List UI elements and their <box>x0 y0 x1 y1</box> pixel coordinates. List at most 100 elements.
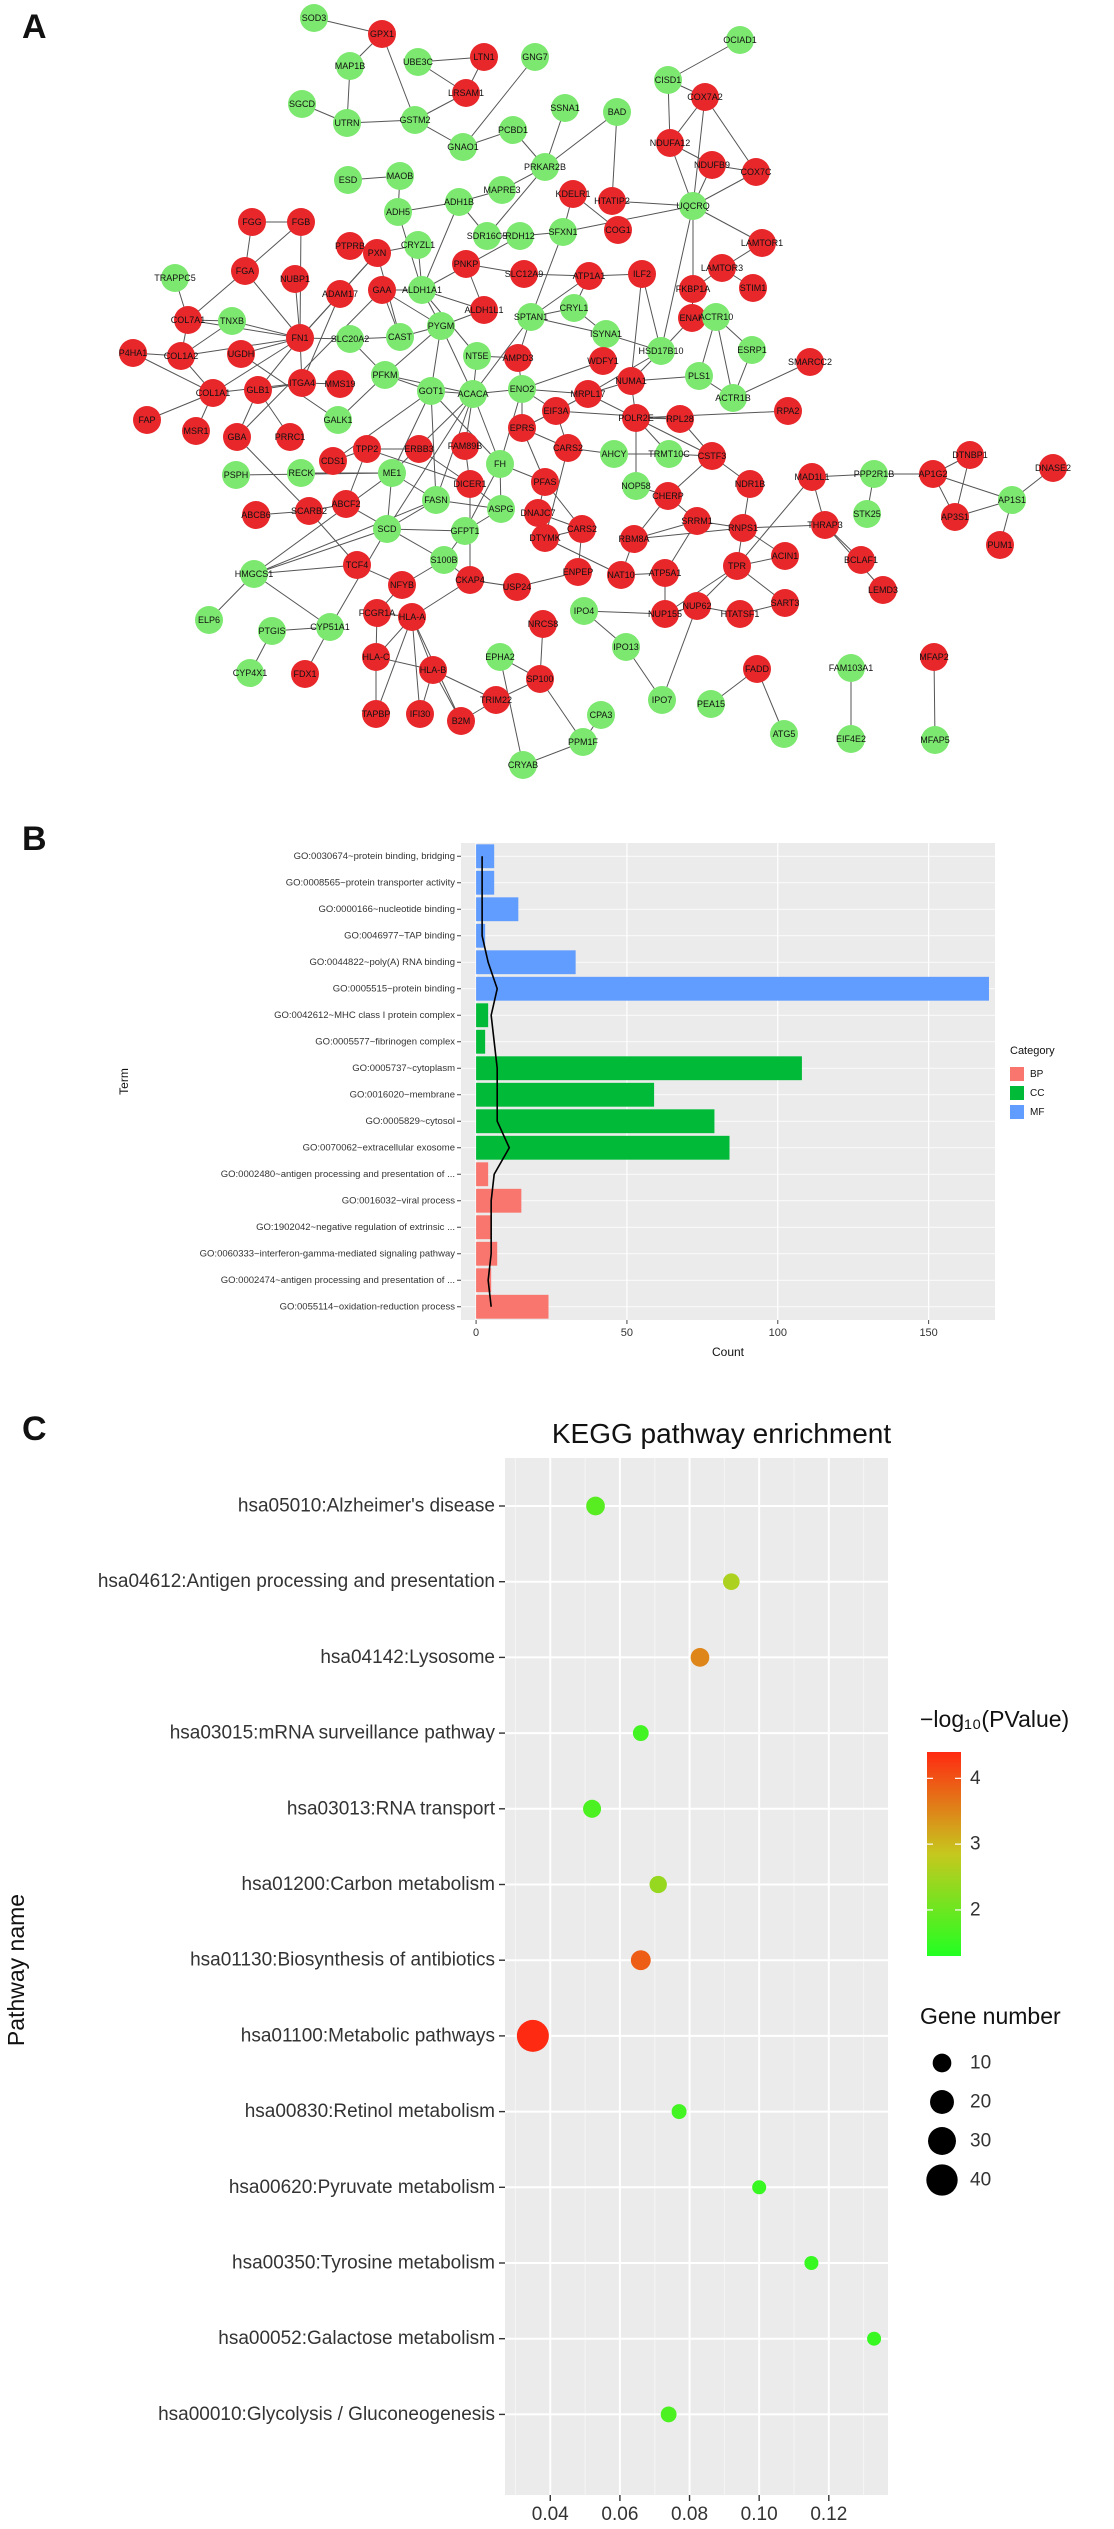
edge-col1a1-fn1 <box>212 337 301 394</box>
node-circle <box>459 380 487 408</box>
go-term-label: GO:0016020~membrane <box>350 1089 455 1100</box>
node-msr1: MSR1 <box>182 417 210 445</box>
node-label: NUMA1 <box>615 376 647 386</box>
node-ilf2: ILF2 <box>628 260 656 288</box>
node-trmt10c: TRMT10C <box>648 440 690 468</box>
node-cog1: COG1 <box>604 216 632 244</box>
node-label: SDR16C5 <box>467 231 508 241</box>
node-label: MSR1 <box>183 426 208 436</box>
node-label: FDX1 <box>293 669 316 679</box>
node-label: SGCD <box>289 99 316 109</box>
node-label: ADH5 <box>386 207 410 217</box>
node-circle <box>449 133 477 161</box>
node-label: TNXB <box>220 316 244 326</box>
node-label: ESRP1 <box>737 345 767 355</box>
node-circle <box>1039 454 1067 482</box>
node-galk1: GALK1 <box>323 406 353 434</box>
node-label: COG1 <box>605 225 631 235</box>
node-label: SP100 <box>526 674 553 684</box>
go-legend-key-bp <box>1010 1067 1024 1081</box>
node-ap1g2: AP1G2 <box>918 460 948 488</box>
edge-p4ha1-col1a1 <box>132 352 214 394</box>
node-circle <box>452 79 480 107</box>
node-circle <box>504 344 532 372</box>
node-circle <box>227 340 255 368</box>
node-circle <box>568 515 596 543</box>
node-circle <box>405 435 433 463</box>
edge-mad1l1-tpr <box>736 476 813 567</box>
node-cryab: CRYAB <box>508 751 538 779</box>
node-circle <box>770 720 798 748</box>
node-label: COL1A2 <box>164 351 199 361</box>
node-col1a2: COL1A2 <box>164 342 199 370</box>
node-circle <box>736 470 764 498</box>
kegg-size-legend-label: 20 <box>970 2092 991 2113</box>
node-actr10: ACTR10 <box>699 303 733 331</box>
node-circle <box>554 434 582 462</box>
node-circle <box>422 486 450 514</box>
node-ap1s1: AP1S1 <box>998 486 1026 514</box>
kegg-point-hsa01100 <box>516 2019 549 2052</box>
node-label: RPA2 <box>777 406 800 416</box>
go-bar-12 <box>476 1135 730 1160</box>
edge-hmgcs1-cyp51a1 <box>253 573 331 628</box>
node-slc20a2: SLC20A2 <box>331 325 369 353</box>
node-circle <box>388 571 416 599</box>
node-circle <box>941 503 969 531</box>
node-label: ENO2 <box>510 384 535 394</box>
node-label: SSNA1 <box>550 103 580 113</box>
go-bar-17 <box>476 1268 492 1293</box>
node-label: CISD1 <box>655 75 682 85</box>
node-label: RECK <box>288 468 313 478</box>
node-cyp4x1: CYP4X1 <box>233 659 267 687</box>
node-pygm: PYGM <box>427 312 455 340</box>
node-eno2: ENO2 <box>508 375 536 403</box>
node-bad: BAD <box>603 98 631 126</box>
edge-hla-a-tapbp <box>375 616 413 715</box>
node-label: COX7A2 <box>687 92 723 102</box>
node-circle <box>620 525 648 553</box>
node-circle <box>560 294 588 322</box>
node-nup62: NUP62 <box>682 592 712 620</box>
node-label: NDR1B <box>735 479 766 489</box>
node-label: MAP1B <box>335 61 366 71</box>
node-circle <box>622 404 650 432</box>
node-circle <box>691 83 719 111</box>
kegg-xtick-label: 0.10 <box>741 2504 778 2525</box>
kegg-pathway-label: hsa04142:Lysosome <box>320 1647 495 1668</box>
kegg-point-hsa04142 <box>690 1648 710 1667</box>
go-term-label: GO:0005515~protein binding <box>333 983 455 994</box>
node-glb1: GLB1 <box>244 376 272 404</box>
edge-rbm8a-rnps1 <box>633 527 744 540</box>
node-label: AP3S1 <box>941 512 969 522</box>
node-circle <box>506 222 534 250</box>
node-circle <box>319 447 347 475</box>
kegg-pathway-label: hsa01130:Biosynthesis of antibiotics <box>190 1950 495 1971</box>
node-circle <box>655 440 683 468</box>
node-circle <box>242 501 270 529</box>
node-enah: ENAH <box>678 304 706 332</box>
node-circle <box>373 515 401 543</box>
node-circle <box>456 566 484 594</box>
node-sp100: SP100 <box>526 665 554 693</box>
edge-epha2-cryab <box>499 656 524 766</box>
node-label: PTPRB <box>335 241 365 251</box>
edge-polr2e-rpa2 <box>635 410 789 419</box>
node-circle <box>771 542 799 570</box>
node-mfap2: MFAP2 <box>919 643 949 671</box>
node-cox7c: COX7C <box>740 158 772 186</box>
node-circle <box>288 90 316 118</box>
node-circle <box>551 94 579 122</box>
node-circle <box>697 690 725 718</box>
node-ipo4: IPO4 <box>570 597 598 625</box>
panel-label-a: A <box>22 8 47 46</box>
node-circle <box>654 482 682 510</box>
node-label: LEMD3 <box>868 585 898 595</box>
node-label: ADH1B <box>444 197 474 207</box>
kegg-pathway-label: hsa01100:Metabolic pathways <box>241 2025 495 2046</box>
go-term-label: GO:0044822~poly(A) RNA binding <box>310 957 456 968</box>
node-fgb: FGB <box>287 208 315 236</box>
node-label: USP24 <box>503 582 532 592</box>
node-circle <box>678 304 706 332</box>
edge-dicer1-tpp2 <box>366 448 471 485</box>
